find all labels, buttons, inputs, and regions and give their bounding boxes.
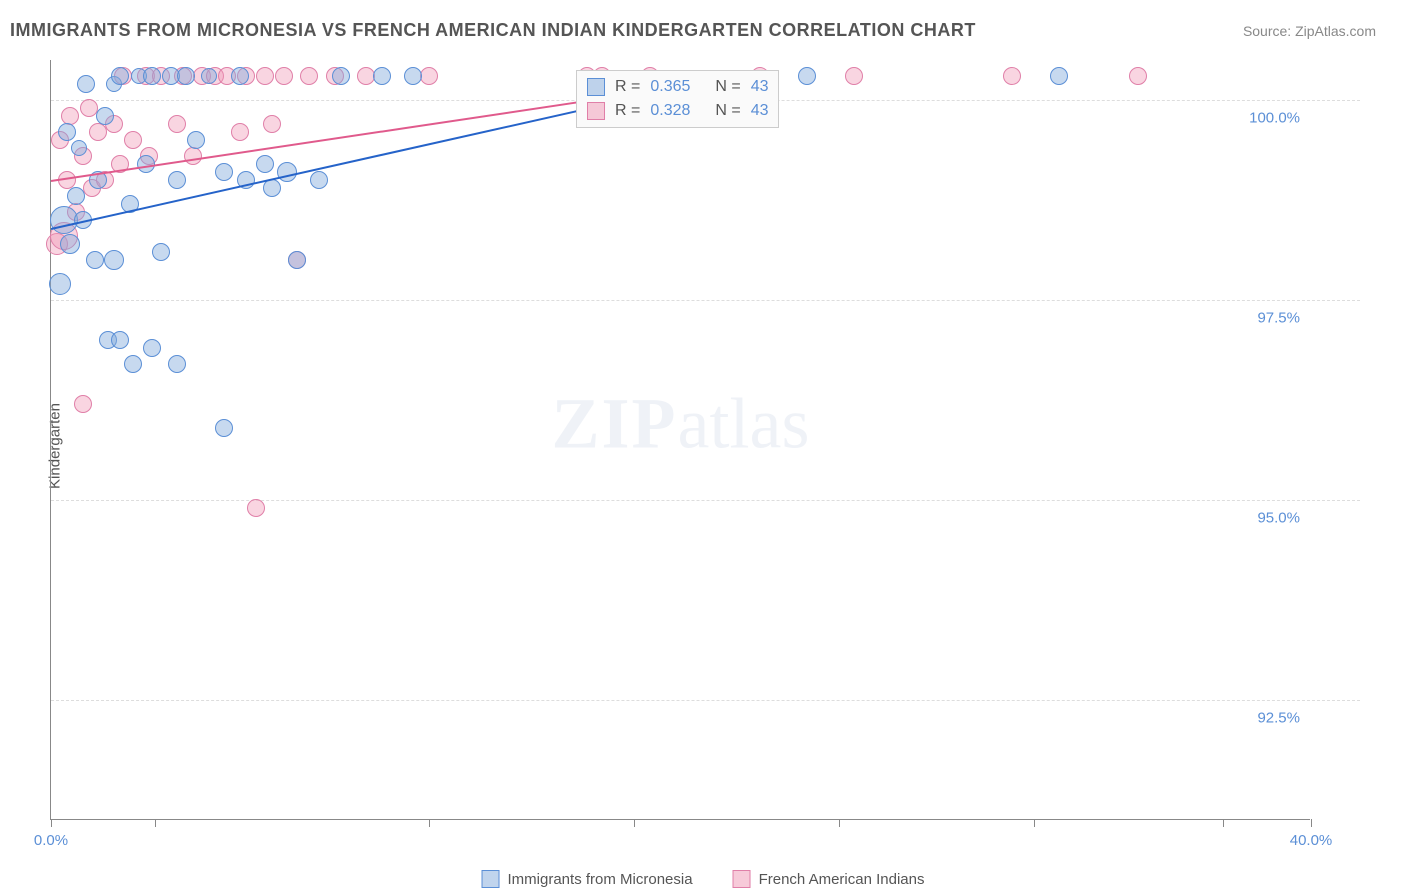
n-label: N =: [715, 102, 740, 120]
scatter-point: [152, 243, 170, 261]
scatter-point: [256, 155, 274, 173]
r-label: R =: [615, 78, 640, 96]
plot-area: ZIPatlas 92.5%95.0%97.5%100.0%0.0%40.0%R…: [50, 60, 1310, 820]
gridline: [51, 700, 1360, 701]
y-tick-label: 97.5%: [1257, 310, 1300, 327]
scatter-point: [168, 171, 186, 189]
scatter-point: [168, 355, 186, 373]
scatter-point: [420, 67, 438, 85]
scatter-point: [310, 171, 328, 189]
y-tick-label: 95.0%: [1257, 510, 1300, 527]
x-tick: [1223, 819, 1224, 827]
scatter-point: [231, 123, 249, 141]
scatter-point: [845, 67, 863, 85]
scatter-point: [277, 162, 297, 182]
scatter-point: [71, 140, 87, 156]
x-tick: [634, 819, 635, 827]
y-tick-label: 92.5%: [1257, 710, 1300, 727]
n-value: 43: [751, 102, 769, 120]
square-icon: [587, 102, 605, 120]
legend-label: Immigrants from Micronesia: [508, 871, 693, 888]
n-label: N =: [715, 78, 740, 96]
scatter-point: [1050, 67, 1068, 85]
x-tick: [1311, 819, 1312, 827]
scatter-point: [247, 499, 265, 517]
gridline: [51, 500, 1360, 501]
scatter-point: [215, 419, 233, 437]
scatter-point: [404, 67, 422, 85]
scatter-point: [201, 68, 217, 84]
scatter-point: [67, 187, 85, 205]
scatter-point: [177, 67, 195, 85]
square-icon: [733, 870, 751, 888]
scatter-point: [300, 67, 318, 85]
scatter-point: [124, 131, 142, 149]
scatter-point: [168, 115, 186, 133]
scatter-point: [143, 339, 161, 357]
scatter-point: [288, 251, 306, 269]
scatter-point: [373, 67, 391, 85]
scatter-point: [49, 273, 71, 295]
scatter-point: [111, 67, 129, 85]
scatter-point: [104, 250, 124, 270]
scatter-point: [184, 147, 202, 165]
correlation-legend: R = 0.365 N = 43 R = 0.328 N = 43: [576, 70, 779, 128]
scatter-point: [231, 67, 249, 85]
legend-item-series-0: Immigrants from Micronesia: [482, 870, 693, 888]
square-icon: [587, 78, 605, 96]
scatter-point: [111, 331, 129, 349]
x-tick: [51, 819, 52, 827]
scatter-point: [332, 67, 350, 85]
scatter-point: [798, 67, 816, 85]
y-tick-label: 100.0%: [1249, 110, 1300, 127]
scatter-point: [256, 67, 274, 85]
scatter-point: [124, 355, 142, 373]
scatter-point: [143, 67, 161, 85]
scatter-point: [263, 115, 281, 133]
scatter-point: [77, 75, 95, 93]
scatter-point: [86, 251, 104, 269]
watermark: ZIPatlas: [552, 383, 810, 466]
scatter-point: [275, 67, 293, 85]
x-tick-label: 40.0%: [1290, 832, 1333, 849]
legend-row: R = 0.365 N = 43: [587, 75, 768, 99]
scatter-point: [1129, 67, 1147, 85]
legend-label: French American Indians: [759, 871, 925, 888]
scatter-point: [96, 107, 114, 125]
x-tick: [429, 819, 430, 827]
scatter-point: [58, 123, 76, 141]
r-value: 0.365: [650, 78, 705, 96]
scatter-point: [215, 163, 233, 181]
legend-row: R = 0.328 N = 43: [587, 99, 768, 123]
gridline: [51, 300, 1360, 301]
scatter-point: [187, 131, 205, 149]
bottom-legend: Immigrants from Micronesia French Americ…: [482, 870, 925, 888]
scatter-point: [74, 395, 92, 413]
square-icon: [482, 870, 500, 888]
r-value: 0.328: [650, 102, 705, 120]
scatter-point: [1003, 67, 1021, 85]
x-tick: [155, 819, 156, 827]
source-label: Source: ZipAtlas.com: [1243, 23, 1376, 39]
scatter-point: [60, 234, 80, 254]
legend-item-series-1: French American Indians: [733, 870, 925, 888]
x-tick: [1034, 819, 1035, 827]
chart-title: IMMIGRANTS FROM MICRONESIA VS FRENCH AME…: [10, 20, 976, 41]
n-value: 43: [751, 78, 769, 96]
x-tick: [839, 819, 840, 827]
r-label: R =: [615, 102, 640, 120]
x-tick-label: 0.0%: [34, 832, 68, 849]
